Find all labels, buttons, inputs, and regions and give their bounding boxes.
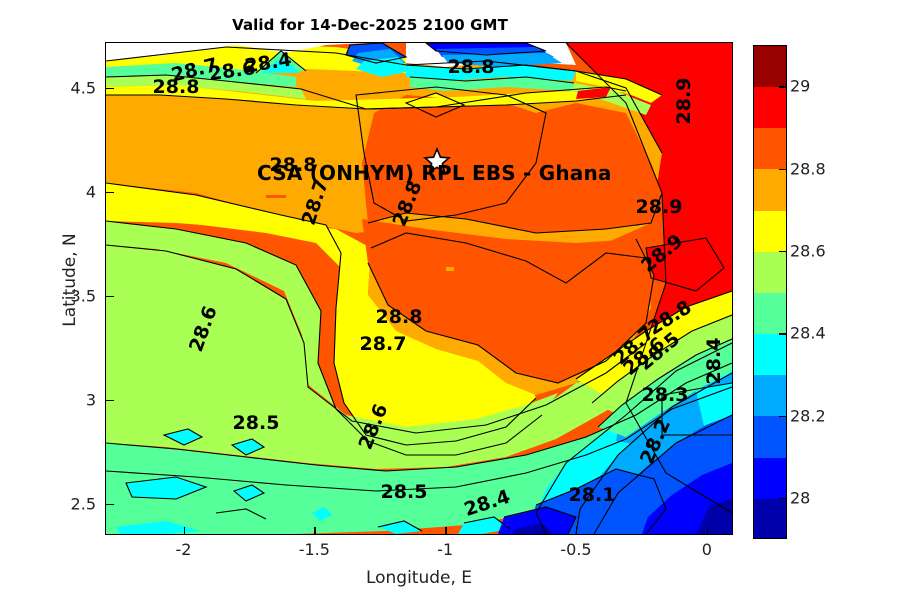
contour-label: 28.4 (703, 338, 725, 385)
x-tick-mark (706, 527, 709, 535)
station-label: CSA (ONHYM) RPL EBS - Ghana (257, 161, 612, 185)
colorbar-tick-label: 29 (790, 76, 811, 96)
colorbar-tick-mark (779, 415, 787, 417)
x-tick-mark (314, 527, 316, 535)
colorbar-segment (754, 87, 786, 129)
colorbar-tick-mark (779, 250, 787, 253)
colorbar-tick-mark (779, 333, 787, 335)
y-tick-mark (106, 191, 114, 194)
contour-canvas: 28.828.728.628.4 28.828.928.828.7 28.8 28.9… (106, 43, 732, 534)
colorbar-segment (754, 457, 786, 499)
colorbar-tick-label: 28 (790, 488, 811, 508)
contour-label: 28.5 (233, 412, 280, 434)
colorbar-segment (754, 169, 786, 211)
y-tick-mark (106, 503, 114, 506)
colorbar-segment (754, 292, 786, 335)
contour-label: 28.7 (360, 333, 407, 355)
colorbar-segment (754, 334, 786, 376)
colorbar-tick-mark (779, 497, 787, 500)
colorbar (753, 45, 787, 539)
x-axis-label: Longitude, E (365, 568, 473, 588)
contour-label: 28.5 (381, 481, 428, 503)
colorbar-tick-label: 28.4 (790, 323, 826, 343)
x-tick-label: -1 (437, 540, 454, 559)
x-tick-label: -0.5 (560, 540, 592, 559)
colorbar-tick-mark (779, 86, 787, 88)
colorbar-segment (754, 210, 786, 252)
colorbar-segment (754, 416, 786, 458)
x-tick-label: -1.5 (298, 540, 330, 559)
contour-label: 28.9 (673, 78, 695, 125)
y-tick-label: 3.5 (70, 286, 96, 306)
contour-label-group: 28.828.728.628.4 28.828.928.828.7 28.8 28.9… (153, 49, 725, 521)
x-tick-mark (576, 527, 578, 535)
colorbar-segment (754, 128, 786, 170)
colorbar-segment (754, 46, 786, 88)
contour-label: 28.9 (636, 196, 683, 218)
y-tick-mark (106, 399, 114, 402)
colorbar-tick-label: 28.6 (790, 241, 826, 261)
contour-label: 28.8 (376, 306, 423, 328)
colorbar-segment (754, 251, 786, 293)
y-tick-mark (106, 87, 114, 90)
x-tick-label: -2 (175, 540, 192, 559)
y-tick-label: 4.5 (70, 78, 96, 98)
x-tick-mark (183, 527, 185, 535)
colorbar-tick-label: 28.2 (790, 406, 826, 425)
colorbar-segment (754, 498, 786, 538)
star-marker-icon (423, 147, 451, 174)
colorbar-tick-label: 28.8 (790, 159, 826, 178)
contour-label: 28.8 (270, 154, 317, 176)
y-tick-label: 4 (85, 182, 96, 202)
contour-fills (106, 43, 732, 534)
y-tick-mark (106, 295, 114, 298)
y-axis-label: Latitude, N (60, 233, 80, 327)
contour-label: 28.8 (153, 76, 200, 98)
contour-lines (106, 43, 732, 534)
y-tick-label: 2.5 (70, 494, 96, 514)
contour-label: 28.3 (642, 384, 689, 406)
contour-label: 28.8 (448, 56, 495, 78)
y-tick-label: 3 (85, 390, 96, 410)
contour-plot-area: 28.8 28.7 28.6 28.4 28.8 28.9 28.8 28.7 28.8 28.9… (105, 42, 733, 535)
contour-label: 28.1 (569, 484, 616, 506)
x-tick-label: 0 (701, 540, 712, 559)
figure-title: Valid for 14-Dec-2025 2100 GMT (232, 16, 508, 34)
x-tick-mark (445, 527, 447, 535)
colorbar-tick-mark (779, 168, 787, 170)
colorbar-segment (754, 375, 786, 417)
